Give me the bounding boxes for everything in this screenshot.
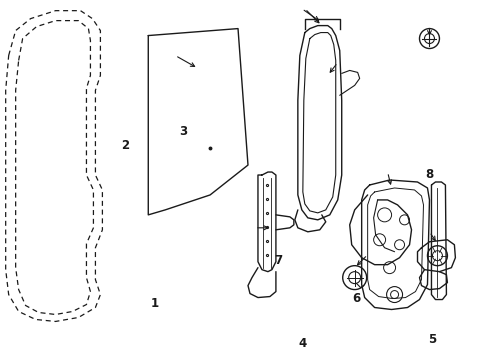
Text: 6: 6	[352, 292, 360, 305]
Text: 7: 7	[274, 254, 282, 267]
Text: 2: 2	[121, 139, 129, 152]
Text: 4: 4	[298, 337, 306, 350]
Text: 5: 5	[427, 333, 435, 346]
Text: 8: 8	[425, 168, 433, 181]
Text: 3: 3	[179, 125, 187, 138]
Text: 1: 1	[150, 297, 158, 310]
